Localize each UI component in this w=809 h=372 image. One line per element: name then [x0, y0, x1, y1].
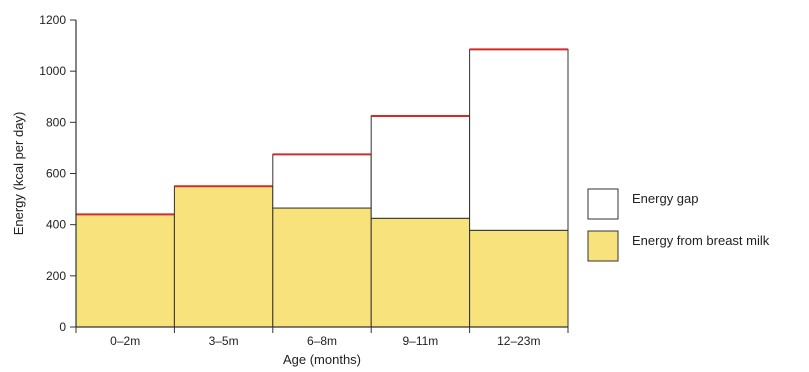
- legend-swatch-1: [587, 230, 619, 262]
- bar-breast-milk-3: [370, 217, 471, 328]
- x-tick-label-0: 0–2m: [110, 334, 140, 348]
- legend-swatch-0: [587, 188, 619, 220]
- y-tick-label-6: 1200: [39, 13, 66, 27]
- bar-breast-milk-1: [173, 185, 274, 328]
- bar-energy-gap-3: [370, 115, 471, 219]
- bar-energy-gap-2: [272, 153, 372, 209]
- bar-breast-milk-0: [75, 213, 175, 328]
- x-tick-label-4: 12–23m: [497, 334, 540, 348]
- y-tick-label-2: 400: [46, 218, 66, 232]
- x-axis-title: Age (months): [283, 352, 361, 367]
- y-axis-title: Energy (kcal per day): [11, 112, 26, 236]
- y-tick-label-0: 0: [59, 320, 66, 334]
- bar-energy-gap-4: [469, 48, 569, 231]
- legend: Energy gap Energy from breast milk: [587, 188, 770, 262]
- bar-breast-milk-2: [272, 207, 372, 328]
- y-tick-label-5: 1000: [39, 64, 66, 78]
- axes-group: 0–2m 3–5m 6–8m 9–11m 12–23m 0 200 400 600 800 1000…: [11, 13, 569, 367]
- bars-group: [75, 48, 569, 328]
- legend-label-0: Energy gap: [632, 191, 699, 206]
- y-tick-label-4: 800: [46, 115, 66, 129]
- y-tick-label-3: 600: [46, 167, 66, 181]
- bar-breast-milk-4: [469, 229, 569, 328]
- legend-label-1: Energy from breast milk: [632, 233, 770, 248]
- x-tick-label-3: 9–11m: [402, 334, 438, 348]
- x-tick-label-1: 3–5m: [209, 334, 239, 348]
- x-tick-label-2: 6–8m: [307, 334, 337, 348]
- y-tick-label-1: 200: [46, 269, 66, 283]
